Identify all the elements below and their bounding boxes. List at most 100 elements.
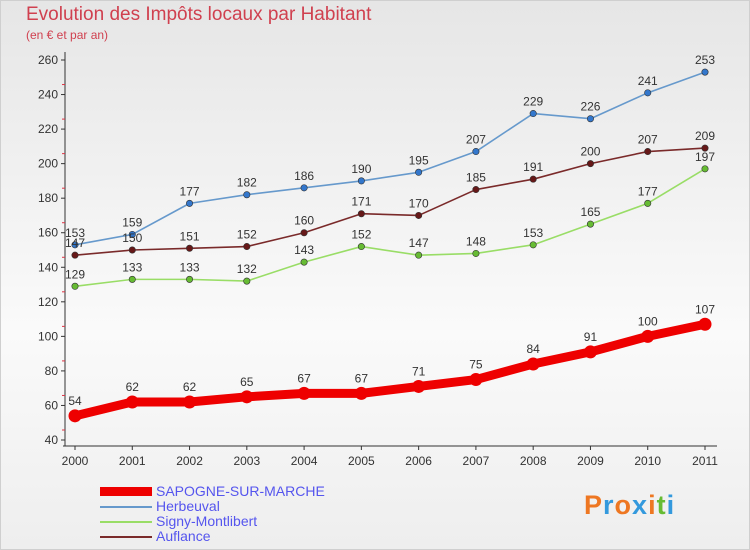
data-label-herbeuval: 190 bbox=[351, 162, 371, 176]
data-point-auflance bbox=[472, 186, 480, 194]
data-point-sapogne-sur-marche bbox=[354, 386, 368, 400]
data-point-sapogne-sur-marche bbox=[469, 373, 483, 387]
data-label-auflance: 191 bbox=[523, 160, 543, 174]
logo-letter: r bbox=[603, 490, 615, 520]
x-tick-label: 2003 bbox=[233, 454, 260, 468]
x-tick-label: 2008 bbox=[520, 454, 547, 468]
data-point-signy-montlibert bbox=[472, 249, 480, 257]
x-tick-label: 2007 bbox=[463, 454, 490, 468]
data-point-signy-montlibert bbox=[300, 258, 308, 266]
data-label-auflance: 209 bbox=[695, 129, 715, 143]
x-tick-label: 2009 bbox=[577, 454, 604, 468]
data-label-signy-montlibert: 153 bbox=[523, 226, 543, 240]
data-label-herbeuval: 186 bbox=[294, 169, 314, 183]
data-point-sapogne-sur-marche bbox=[125, 395, 139, 409]
data-point-herbeuval bbox=[415, 168, 423, 176]
data-label-sapogne-sur-marche: 67 bbox=[297, 371, 311, 385]
legend-label-signy: Signy-Montlibert bbox=[156, 513, 258, 529]
y-tick-label: 120 bbox=[38, 295, 58, 309]
x-tick-label: 2002 bbox=[176, 454, 203, 468]
y-tick-label: 240 bbox=[38, 88, 58, 102]
data-label-herbeuval: 226 bbox=[580, 100, 600, 114]
data-point-signy-montlibert bbox=[529, 241, 537, 249]
logo-letter: t bbox=[656, 490, 667, 520]
data-point-signy-montlibert bbox=[415, 251, 423, 259]
logo-letter: i bbox=[666, 490, 676, 520]
x-tick-label: 2006 bbox=[405, 454, 432, 468]
data-point-auflance bbox=[128, 246, 136, 254]
data-point-signy-montlibert bbox=[586, 220, 594, 228]
y-tick-label: 40 bbox=[45, 433, 59, 447]
data-label-signy-montlibert: 133 bbox=[180, 260, 200, 274]
data-point-herbeuval bbox=[243, 191, 251, 199]
data-label-sapogne-sur-marche: 65 bbox=[240, 375, 254, 389]
data-label-signy-montlibert: 148 bbox=[466, 234, 486, 248]
data-label-herbeuval: 241 bbox=[638, 74, 658, 88]
data-point-auflance bbox=[71, 251, 79, 259]
data-label-sapogne-sur-marche: 75 bbox=[469, 358, 483, 372]
logo-letter: x bbox=[632, 490, 649, 520]
data-point-sapogne-sur-marche bbox=[297, 386, 311, 400]
data-point-auflance bbox=[415, 211, 423, 219]
data-label-herbeuval: 253 bbox=[695, 53, 715, 67]
data-label-herbeuval: 207 bbox=[466, 133, 486, 147]
data-label-herbeuval: 177 bbox=[180, 184, 200, 198]
data-label-herbeuval: 159 bbox=[122, 215, 142, 229]
x-tick-label: 2001 bbox=[119, 454, 146, 468]
logo-letter: P bbox=[584, 490, 604, 520]
data-label-auflance: 171 bbox=[351, 195, 371, 209]
data-point-herbeuval bbox=[472, 148, 480, 156]
data-point-auflance bbox=[357, 210, 365, 218]
y-tick-label: 200 bbox=[38, 157, 58, 171]
data-label-sapogne-sur-marche: 71 bbox=[412, 364, 426, 378]
data-label-sapogne-sur-marche: 100 bbox=[638, 314, 658, 328]
data-point-sapogne-sur-marche bbox=[641, 329, 655, 343]
data-label-signy-montlibert: 147 bbox=[409, 236, 429, 250]
data-point-sapogne-sur-marche bbox=[183, 395, 197, 409]
data-label-auflance: 147 bbox=[65, 236, 85, 250]
legend-swatch-sapogne bbox=[100, 487, 152, 496]
data-label-signy-montlibert: 152 bbox=[351, 228, 371, 242]
data-point-sapogne-sur-marche bbox=[698, 317, 712, 331]
proxiti-logo: Proxiti bbox=[584, 490, 675, 521]
data-label-sapogne-sur-marche: 62 bbox=[126, 380, 140, 394]
series-line-auflance bbox=[74, 147, 706, 256]
data-point-herbeuval bbox=[529, 110, 537, 118]
data-label-herbeuval: 153 bbox=[65, 226, 85, 240]
data-point-herbeuval bbox=[71, 241, 79, 249]
data-point-herbeuval bbox=[701, 68, 709, 76]
data-point-auflance bbox=[529, 175, 537, 183]
y-tick-label: 180 bbox=[38, 191, 58, 205]
data-label-sapogne-sur-marche: 67 bbox=[355, 371, 369, 385]
data-label-sapogne-sur-marche: 54 bbox=[68, 394, 82, 408]
data-label-signy-montlibert: 143 bbox=[294, 243, 314, 257]
legend-label-herbeuval: Herbeuval bbox=[156, 498, 220, 514]
data-point-herbeuval bbox=[128, 230, 136, 238]
y-tick-label: 260 bbox=[38, 53, 58, 67]
data-point-sapogne-sur-marche bbox=[240, 390, 254, 404]
data-point-herbeuval bbox=[186, 199, 194, 207]
x-tick-label: 2005 bbox=[348, 454, 375, 468]
data-point-auflance bbox=[644, 148, 652, 156]
x-tick-label: 2004 bbox=[291, 454, 318, 468]
data-label-signy-montlibert: 177 bbox=[638, 184, 658, 198]
legend-swatch-auflance bbox=[100, 536, 152, 538]
data-label-auflance: 151 bbox=[180, 229, 200, 243]
data-label-auflance: 160 bbox=[294, 214, 314, 228]
logo-letter: i bbox=[648, 490, 657, 520]
data-point-signy-montlibert bbox=[186, 275, 194, 283]
y-tick-label: 140 bbox=[38, 260, 58, 274]
data-point-sapogne-sur-marche bbox=[412, 379, 426, 393]
data-point-auflance bbox=[243, 243, 251, 251]
x-tick-label: 2000 bbox=[62, 454, 89, 468]
y-tick-label: 160 bbox=[38, 226, 58, 240]
y-tick-label: 100 bbox=[38, 329, 58, 343]
data-point-sapogne-sur-marche bbox=[526, 357, 540, 371]
data-label-auflance: 150 bbox=[122, 231, 142, 245]
data-point-auflance bbox=[586, 160, 594, 168]
data-point-herbeuval bbox=[586, 115, 594, 123]
data-point-sapogne-sur-marche bbox=[583, 345, 597, 359]
data-label-sapogne-sur-marche: 84 bbox=[527, 342, 541, 356]
